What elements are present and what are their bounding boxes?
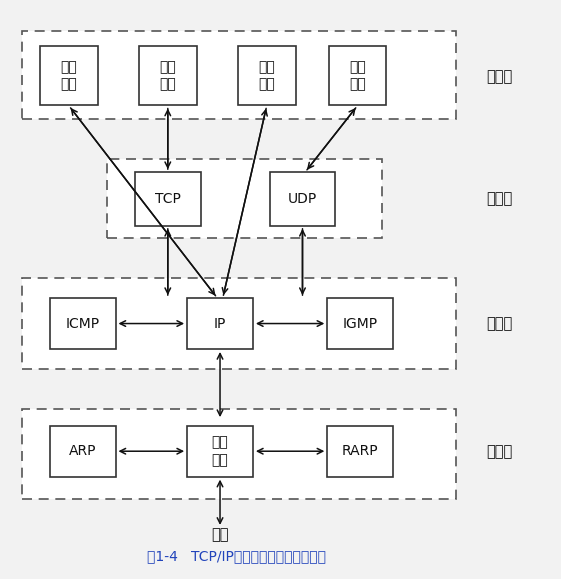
Bar <box>327 426 393 477</box>
Text: 用户
进程: 用户 进程 <box>259 60 275 91</box>
Text: ARP: ARP <box>69 444 96 458</box>
Bar <box>22 31 457 119</box>
Text: IP: IP <box>214 317 226 331</box>
Bar <box>107 159 382 239</box>
Text: IGMP: IGMP <box>343 317 378 331</box>
Text: UDP: UDP <box>288 192 317 206</box>
Bar <box>22 409 457 500</box>
Bar <box>49 298 116 349</box>
Bar <box>49 426 116 477</box>
Text: RARP: RARP <box>342 444 379 458</box>
Text: 用户
进程: 用户 进程 <box>61 60 77 91</box>
Text: 网络层: 网络层 <box>486 316 513 331</box>
Bar <box>187 298 253 349</box>
Bar <box>22 278 457 369</box>
Bar <box>139 46 197 105</box>
Bar <box>238 46 296 105</box>
Bar <box>269 172 335 226</box>
Bar <box>327 298 393 349</box>
Text: 硬件
接口: 硬件 接口 <box>211 435 228 467</box>
Text: 链路层: 链路层 <box>486 444 513 459</box>
Bar <box>40 46 98 105</box>
Bar <box>187 426 253 477</box>
Text: 图1-4   TCP/IP协议族中不同层次的协议: 图1-4 TCP/IP协议族中不同层次的协议 <box>147 549 326 563</box>
Text: 应用层: 应用层 <box>486 69 513 84</box>
Text: 媒体: 媒体 <box>211 527 229 542</box>
Text: 用户
进程: 用户 进程 <box>349 60 366 91</box>
Text: TCP: TCP <box>155 192 181 206</box>
Text: ICMP: ICMP <box>66 317 100 331</box>
Bar <box>329 46 387 105</box>
Bar <box>135 172 201 226</box>
Text: 用户
进程: 用户 进程 <box>159 60 176 91</box>
Text: 运输层: 运输层 <box>486 191 513 206</box>
